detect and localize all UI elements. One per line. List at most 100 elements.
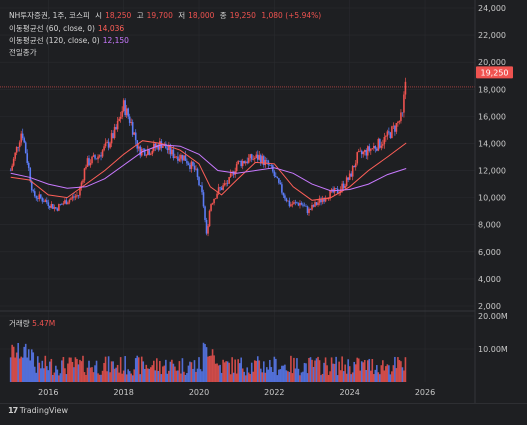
candle-body bbox=[157, 144, 160, 150]
price-axis[interactable]: 24,000 22,000 20,000 18,000 16,000 14,000 12,0… bbox=[478, 4, 506, 311]
volume-bar bbox=[127, 369, 129, 382]
candle-body bbox=[391, 126, 393, 138]
candle-body bbox=[324, 198, 327, 202]
candle-body bbox=[49, 205, 51, 208]
candle-body bbox=[193, 165, 196, 170]
volume-bar bbox=[65, 374, 68, 382]
volume-bar bbox=[297, 368, 300, 382]
y-tick-label: 2,000 bbox=[478, 302, 501, 311]
candle-body bbox=[320, 198, 322, 203]
candle-body bbox=[20, 133, 22, 143]
candle-body bbox=[278, 178, 280, 183]
volume-bar bbox=[350, 374, 352, 382]
candle-body bbox=[18, 142, 21, 148]
tradingview-logo[interactable]: 17 TradingView bbox=[8, 406, 68, 415]
candle-body bbox=[12, 158, 15, 166]
candle-body bbox=[225, 183, 227, 184]
candle-body bbox=[344, 185, 346, 189]
candle-body bbox=[290, 204, 292, 207]
candle-body bbox=[110, 133, 113, 144]
y-tick-label: 24,000 bbox=[478, 4, 506, 13]
volume-bar bbox=[159, 360, 161, 382]
volume-bar bbox=[240, 357, 242, 382]
candle-body bbox=[261, 156, 264, 164]
volume-bar bbox=[235, 373, 238, 382]
volume-bar bbox=[128, 371, 131, 382]
candle-body bbox=[88, 158, 90, 166]
volume-bar bbox=[219, 364, 221, 382]
candle-body bbox=[116, 120, 119, 130]
candle-body bbox=[32, 190, 35, 192]
y-tick-label: 6,000 bbox=[478, 248, 501, 257]
candle-body bbox=[101, 150, 104, 157]
candle-body bbox=[223, 183, 226, 186]
volume-bar bbox=[341, 356, 343, 382]
volume-bar bbox=[44, 355, 47, 382]
candle-body bbox=[112, 133, 114, 138]
y-tick-label: 18,000 bbox=[478, 85, 506, 94]
volume-bar bbox=[47, 370, 50, 382]
volume-bar bbox=[366, 360, 369, 382]
candle-body bbox=[222, 185, 224, 190]
volume-bar bbox=[314, 360, 316, 382]
volume-bar bbox=[202, 342, 205, 382]
candle-body bbox=[38, 194, 41, 199]
candle-body bbox=[100, 155, 102, 157]
volume-bar bbox=[156, 358, 158, 382]
y-tick-label: 10,000 bbox=[478, 194, 506, 203]
prev-close-legend[interactable]: 전일종가 bbox=[9, 47, 40, 58]
candle-body bbox=[70, 198, 72, 200]
volume-bar bbox=[392, 365, 395, 382]
y-tick-label: 22,000 bbox=[478, 31, 506, 40]
volume-bar bbox=[172, 363, 175, 382]
ma120-legend[interactable]: 이동평균선 (120, close, 0) 12,150 bbox=[9, 35, 132, 46]
volume-bar bbox=[148, 368, 151, 382]
candle-body bbox=[291, 204, 294, 205]
series-line-ma60 bbox=[10, 140, 407, 201]
candle-body bbox=[394, 125, 396, 132]
volume-bar bbox=[85, 374, 87, 382]
volume-bar bbox=[241, 368, 244, 382]
volume-bar bbox=[17, 342, 19, 382]
candle-body bbox=[133, 132, 136, 135]
volume-bar bbox=[282, 365, 285, 382]
ma60-legend[interactable]: 이동평균선 (60, close, 0) 14,036 bbox=[9, 23, 127, 34]
candle-body bbox=[219, 187, 221, 188]
candle-body bbox=[300, 203, 303, 205]
candle-body bbox=[210, 204, 212, 211]
candle-body bbox=[315, 202, 318, 205]
volume-bar bbox=[368, 358, 371, 382]
candle-body bbox=[65, 200, 68, 205]
volume-bar bbox=[284, 364, 286, 382]
volume-legend[interactable]: 거래량 5.47M bbox=[9, 318, 55, 329]
close-value: 19,250 bbox=[229, 11, 256, 20]
candle-body bbox=[365, 149, 368, 156]
symbol-label[interactable]: NH투자증권, 1주, 코스피 bbox=[9, 11, 90, 20]
volume-bar bbox=[288, 371, 291, 382]
volume-bar bbox=[397, 357, 399, 382]
volume-bar bbox=[41, 360, 44, 382]
price-candles bbox=[9, 77, 407, 237]
candle-body bbox=[89, 163, 92, 166]
volume-bar bbox=[262, 361, 265, 382]
y-tick-label: 14,000 bbox=[478, 139, 506, 148]
volume-bar bbox=[226, 361, 229, 382]
candle-body bbox=[77, 195, 80, 196]
candle-body bbox=[369, 148, 372, 151]
volume-axis[interactable]: 20.00M 10.00M bbox=[478, 312, 508, 354]
volume-bar bbox=[244, 375, 247, 382]
volume-bar bbox=[100, 374, 102, 382]
y-tick-label: 4,000 bbox=[478, 275, 501, 284]
candle-body bbox=[336, 188, 339, 194]
candle-body bbox=[353, 166, 356, 168]
candle-body bbox=[383, 137, 386, 145]
volume-bar bbox=[395, 368, 398, 382]
time-axis[interactable]: 2016 2018 2020 2022 2024 2026 bbox=[38, 388, 435, 397]
candle-body bbox=[175, 156, 178, 158]
candle-body bbox=[95, 158, 98, 160]
volume-bar bbox=[71, 361, 74, 382]
candle-body bbox=[149, 154, 152, 155]
candle-body bbox=[113, 127, 116, 138]
volume-bar bbox=[27, 349, 30, 382]
